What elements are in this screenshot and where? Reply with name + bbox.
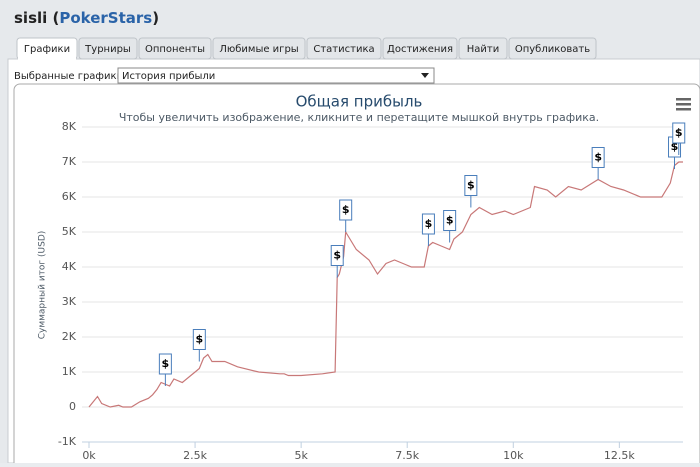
- y-tick-label: 2K: [62, 330, 77, 343]
- tab-label: Найти: [467, 44, 499, 55]
- chart-frame: [13, 83, 700, 467]
- y-tick-label: 1K: [62, 365, 77, 378]
- flag-label: $: [425, 217, 433, 230]
- menu-bar: [676, 108, 691, 111]
- chart-subtitle: Чтобы увеличить изображение, кликните и …: [119, 111, 599, 124]
- tab[interactable]: [458, 37, 508, 60]
- flag[interactable]: [421, 213, 435, 235]
- tab-label: Графики: [24, 44, 70, 55]
- dropdown-arrow: [421, 73, 429, 78]
- flag[interactable]: [192, 329, 206, 350]
- flag[interactable]: [158, 353, 172, 375]
- flag-label: $: [342, 203, 350, 216]
- tab[interactable]: [382, 37, 458, 60]
- x-tick-label: 12.5k: [604, 449, 635, 462]
- flag-label: $: [671, 140, 679, 153]
- tab-label: Опубликовать: [515, 44, 590, 55]
- tab[interactable]: [78, 37, 138, 60]
- flag[interactable]: [330, 245, 344, 266]
- tab[interactable]: [138, 37, 212, 60]
- x-tick-label: 0k: [82, 449, 96, 462]
- menu-bar: [676, 98, 691, 101]
- x-tick-label: 7.5k: [395, 449, 419, 462]
- menu-bar: [676, 103, 691, 106]
- y-tick-label: -1K: [58, 435, 77, 448]
- x-tick-label: 5k: [294, 449, 308, 462]
- y-tick-label: 3K: [62, 295, 77, 308]
- y-tick-label: 5K: [62, 225, 77, 238]
- selector-value: История прибыли: [122, 71, 215, 82]
- flag-label: $: [446, 214, 454, 227]
- flag-label: $: [333, 249, 341, 262]
- flag[interactable]: [443, 210, 457, 231]
- y-tick-label: 4K: [62, 260, 77, 273]
- x-tick-label: 10k: [503, 449, 524, 462]
- flag-label: $: [195, 333, 203, 346]
- tab[interactable]: [306, 37, 382, 60]
- y-tick-label: 6K: [62, 190, 77, 203]
- header-close: ): [152, 9, 159, 27]
- y-tick-label: 8K: [62, 120, 77, 133]
- tab-label: Турниры: [84, 44, 131, 55]
- flag-label: $: [675, 126, 683, 139]
- tab[interactable]: [212, 37, 306, 60]
- header-site[interactable]: PokerStars: [59, 9, 152, 27]
- flag[interactable]: [591, 147, 605, 168]
- flag-label: $: [467, 179, 475, 192]
- tab-cover: [18, 57, 76, 61]
- flag[interactable]: [339, 199, 353, 221]
- tab-label: Статистика: [313, 44, 374, 55]
- flag[interactable]: [464, 175, 478, 196]
- y-tick-label: 7K: [62, 155, 77, 168]
- y-tick-label: 0: [69, 400, 76, 413]
- x-tick-label: 2.5k: [183, 449, 207, 462]
- y-axis-label: Суммарный итог (USD): [38, 231, 48, 340]
- header-user: sisli (: [14, 9, 59, 27]
- profit-line: [88, 161, 683, 408]
- header: sisli (PokerStars): [14, 9, 159, 27]
- tab-label: Достижения: [387, 44, 453, 55]
- tab[interactable]: [508, 37, 597, 60]
- menu-icon[interactable]: [676, 98, 691, 111]
- selector-label: Выбранные графики:: [14, 71, 126, 82]
- tab-label: Оппоненты: [145, 44, 205, 55]
- flag[interactable]: [672, 122, 686, 144]
- tab-label: Любимые игры: [219, 44, 298, 55]
- selector-box[interactable]: [117, 67, 435, 84]
- flag-label: $: [594, 151, 602, 164]
- chart-title: Общая прибыль: [296, 93, 423, 111]
- flag-label: $: [162, 357, 170, 370]
